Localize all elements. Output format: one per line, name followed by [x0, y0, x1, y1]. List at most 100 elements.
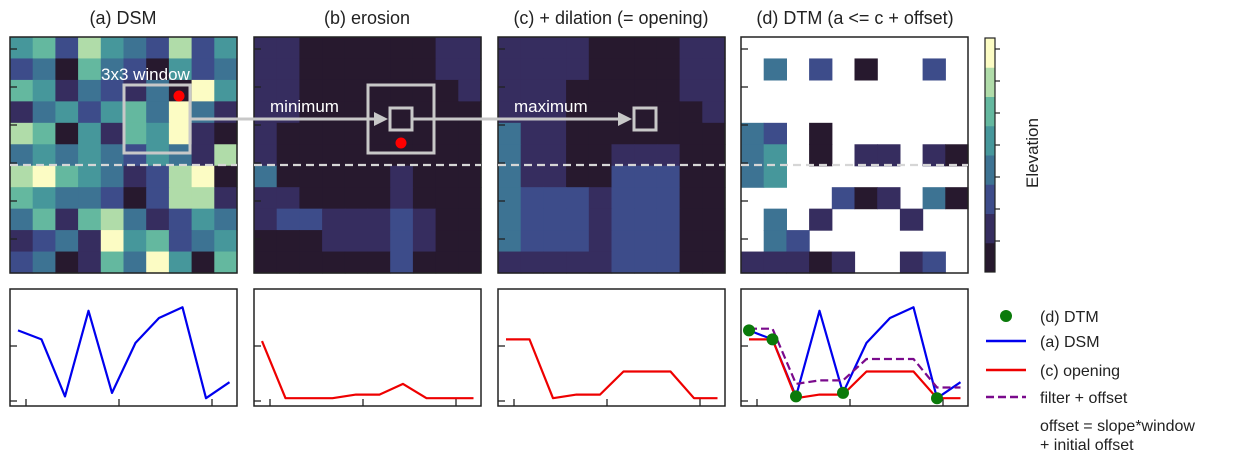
heatmap-cell	[168, 122, 193, 145]
heatmap-cell	[634, 79, 658, 102]
heatmap-cell	[168, 165, 193, 188]
heatmap-cell	[656, 165, 681, 188]
heatmap-cell	[32, 230, 56, 253]
heatmap-cell	[543, 79, 567, 102]
heatmap-cell	[611, 58, 635, 81]
heatmap-cell	[763, 144, 787, 167]
heatmap-cell	[458, 58, 482, 81]
heatmap-cell	[435, 79, 459, 102]
heatmap-cell	[520, 230, 544, 253]
heatmap-cell	[679, 187, 703, 210]
heatmap-cell	[367, 230, 391, 253]
heatmap-cell	[611, 165, 635, 188]
heatmap-cell	[435, 251, 459, 274]
lineplot-frame	[497, 288, 726, 407]
heatmap-cell	[123, 144, 147, 167]
heatmap-cell	[367, 144, 391, 167]
heatmap-cell	[168, 187, 193, 210]
heatmap-cell	[123, 122, 147, 145]
heatmap-cell	[168, 58, 193, 81]
heatmap-cell	[922, 251, 946, 274]
heatmap-cell	[611, 122, 635, 145]
heatmap-cell	[458, 37, 482, 60]
heatmap-cell	[390, 101, 414, 124]
heatmap-cell	[55, 165, 79, 188]
heatmap-cell	[679, 101, 703, 124]
heatmap-cell	[877, 187, 901, 210]
heatmap-cell	[634, 37, 658, 60]
heatmap-cell	[32, 187, 56, 210]
heatmap-cell	[10, 58, 34, 81]
heatmap-cell	[899, 251, 924, 274]
heatmap-cell	[214, 208, 238, 231]
heatmap-cell	[123, 165, 147, 188]
heatmap-cell	[498, 165, 522, 188]
heatmap-cell	[520, 79, 544, 102]
heatmap-cell	[32, 165, 56, 188]
heatmap-cell	[566, 122, 590, 145]
heatmap-cell	[344, 122, 369, 145]
heatmap-cell	[100, 101, 125, 124]
heatmap-cell	[566, 165, 590, 188]
heatmap-cell	[168, 101, 193, 124]
heatmap-cell	[254, 79, 278, 102]
heatmap-cell	[435, 230, 459, 253]
heatmap-cell	[679, 37, 703, 60]
heatmap-cell	[390, 58, 414, 81]
heatmap-cell	[276, 58, 300, 81]
heatmap-cell	[390, 165, 414, 188]
heatmap-cell	[100, 37, 125, 60]
heatmap-cell	[299, 37, 323, 60]
heatmap-cell	[588, 187, 613, 210]
heatmap-cell	[588, 122, 613, 145]
heatmap-cell	[276, 144, 300, 167]
heatmap-cell	[702, 187, 726, 210]
heatmap-cell	[367, 122, 391, 145]
heatmap-cell	[276, 251, 300, 274]
heatmap-cell	[322, 144, 346, 167]
heatmap-cell	[78, 251, 102, 274]
heatmap-cell	[367, 58, 391, 81]
heatmap-cell	[322, 187, 346, 210]
heatmap-cell	[299, 165, 323, 188]
heatmap-cell	[322, 58, 346, 81]
colorbar-segment	[985, 96, 995, 127]
heatmap-cell	[168, 208, 193, 231]
heatmap-cell	[809, 208, 833, 231]
lineplot-dsm	[9, 288, 238, 407]
heatmap-cell	[679, 208, 703, 231]
legend-label-filter: filter + offset	[1040, 390, 1128, 407]
heatmap-cell	[322, 230, 346, 253]
heatmap-cell	[254, 122, 278, 145]
heatmap-cell	[877, 144, 901, 167]
heatmap-cell	[78, 101, 102, 124]
heatmap-cell	[123, 101, 147, 124]
heatmap-cell	[854, 144, 878, 167]
heatmap-cell	[702, 165, 726, 188]
heatmap-cell	[611, 230, 635, 253]
heatmap-cell	[679, 251, 703, 274]
heatmap-cell	[435, 122, 459, 145]
heatmap-opening	[497, 36, 726, 274]
heatmap-cell	[55, 37, 79, 60]
heatmap-cell	[588, 144, 613, 167]
lineplot-erosion	[253, 288, 482, 407]
heatmap-cell	[786, 251, 810, 274]
heatmap-cell	[146, 251, 170, 274]
colorbar-segment	[985, 38, 995, 68]
heatmap-cell	[634, 101, 658, 124]
colorbar-segment	[985, 155, 995, 185]
heatmap-dsm	[9, 36, 238, 274]
heatmap-cell	[899, 208, 924, 231]
arrow-maximum-head	[618, 112, 632, 126]
heatmap-cell	[588, 165, 613, 188]
heatmap-cell	[458, 251, 482, 274]
panel-b-title: (b) erosion	[324, 8, 410, 28]
heatmap-cell	[543, 251, 567, 274]
heatmap-cell	[520, 251, 544, 274]
heatmap-cell	[831, 251, 856, 274]
heatmap-cell	[611, 187, 635, 210]
heatmap-cell	[634, 208, 658, 231]
heatmap-cell	[367, 251, 391, 274]
heatmap-cell	[679, 79, 703, 102]
